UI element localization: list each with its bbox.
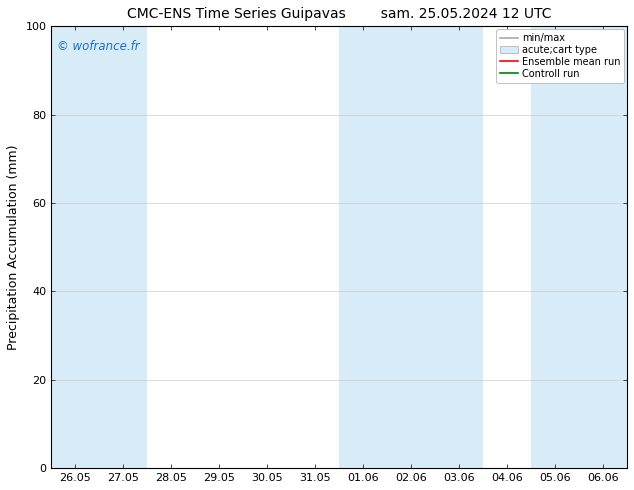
Y-axis label: Precipitation Accumulation (mm): Precipitation Accumulation (mm)	[7, 145, 20, 350]
Bar	[579, 26, 627, 468]
Bar	[531, 26, 579, 468]
Legend: min/max, acute;cart type, Ensemble mean run, Controll run: min/max, acute;cart type, Ensemble mean …	[496, 29, 624, 83]
Text: © wofrance.fr: © wofrance.fr	[57, 40, 139, 52]
Title: CMC-ENS Time Series Guipavas        sam. 25.05.2024 12 UTC: CMC-ENS Time Series Guipavas sam. 25.05.…	[127, 7, 552, 21]
Bar	[339, 26, 387, 468]
Bar	[387, 26, 435, 468]
Bar	[435, 26, 483, 468]
Bar	[51, 26, 100, 468]
Bar	[100, 26, 147, 468]
